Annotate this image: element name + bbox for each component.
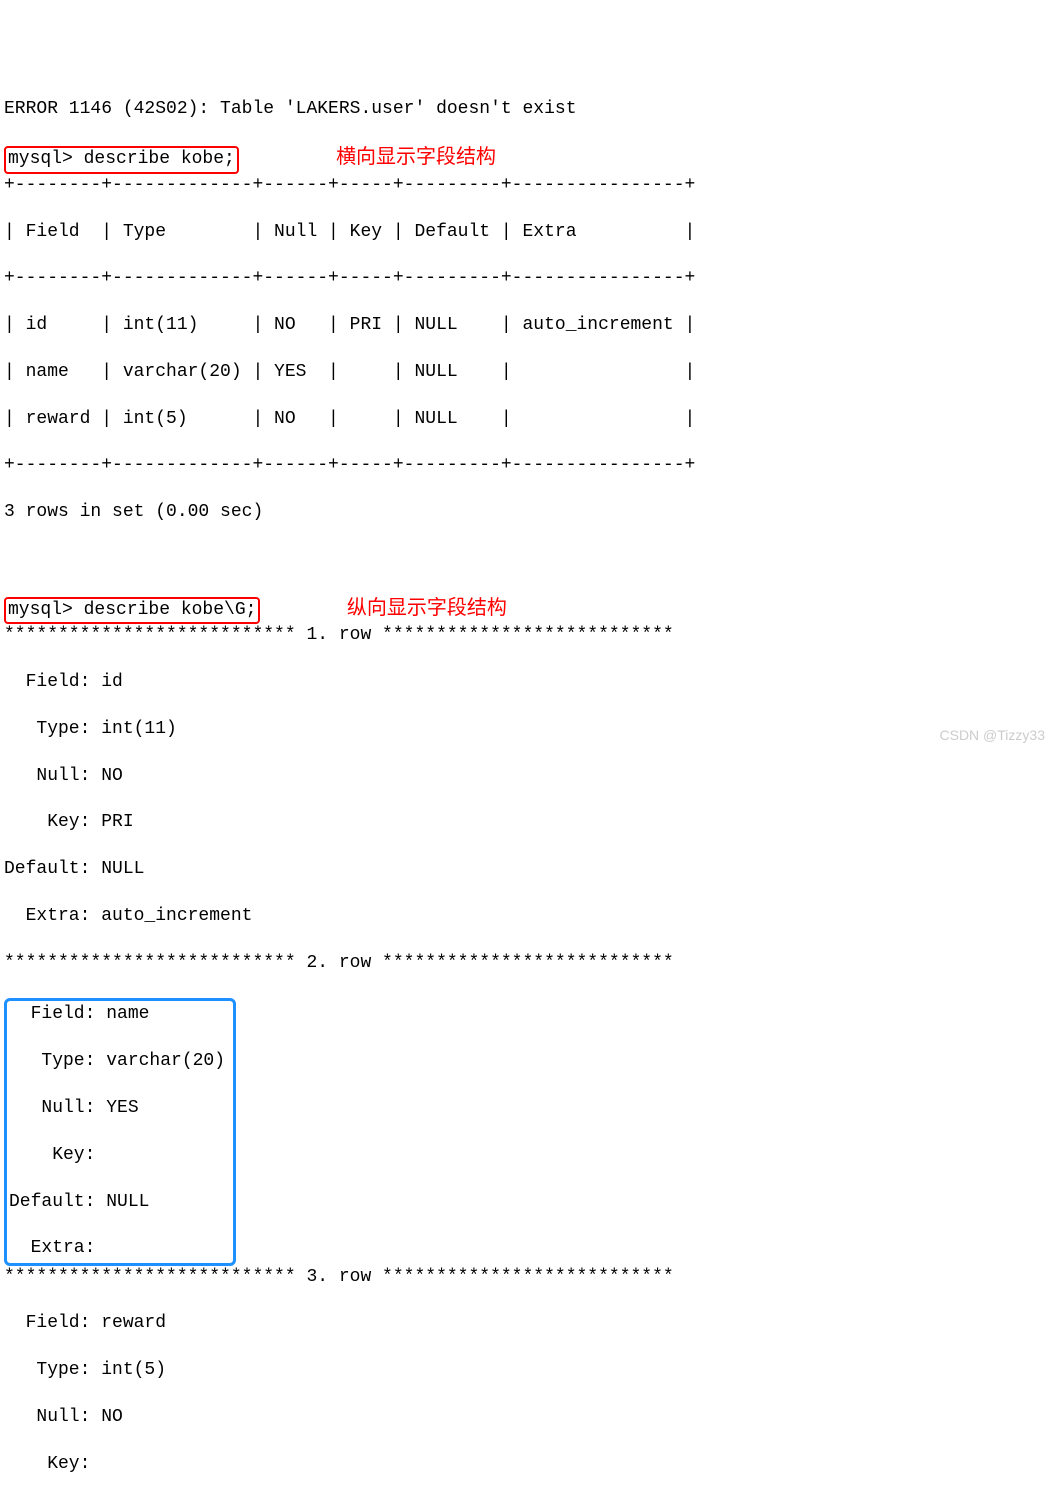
- describe-cmd-vertical: mysql> describe kobe\G;: [4, 597, 260, 624]
- table-row: | id | int(11) | NO | PRI | NULL | auto_…: [4, 314, 1051, 337]
- row2-null: Null: YES: [9, 1097, 225, 1120]
- table-border-bot: +--------+-------------+------+-----+---…: [4, 454, 1051, 477]
- row-separator-1: *************************** 1. row *****…: [4, 624, 1051, 647]
- row1-field: Field: id: [4, 671, 1051, 694]
- describe-cmd-horizontal: mysql> describe kobe;: [4, 146, 239, 173]
- watermark: CSDN @Tizzy33: [940, 726, 1046, 744]
- row1-type: Type: int(11): [4, 718, 1051, 741]
- row2-key: Key:: [9, 1144, 225, 1167]
- row3-null: Null: NO: [4, 1406, 1051, 1429]
- row1-key: Key: PRI: [4, 811, 1051, 834]
- result-count-1: 3 rows in set (0.00 sec): [4, 501, 1051, 524]
- row2-field: Field: name: [9, 1003, 225, 1026]
- row1-extra: Extra: auto_increment: [4, 905, 1051, 928]
- table-header: | Field | Type | Null | Key | Default | …: [4, 221, 1051, 244]
- row1-null: Null: NO: [4, 765, 1051, 788]
- table-border-mid: +--------+-------------+------+-----+---…: [4, 267, 1051, 290]
- annotation-vertical: 纵向显示字段结构: [347, 597, 507, 619]
- row2-type: Type: varchar(20): [9, 1050, 225, 1073]
- annotation-horizontal: 横向显示字段结构: [336, 146, 496, 168]
- row2-default: Default: NULL: [9, 1191, 225, 1214]
- table-row: | name | varchar(20) | YES | | NULL | |: [4, 361, 1051, 384]
- row3-type: Type: int(5): [4, 1359, 1051, 1382]
- row1-default: Default: NULL: [4, 858, 1051, 881]
- row-separator-3: *************************** 3. row *****…: [4, 1266, 1051, 1289]
- row2-highlight-box: Field: name Type: varchar(20) Null: YES …: [4, 998, 236, 1265]
- row-separator-2: *************************** 2. row *****…: [4, 952, 1051, 975]
- error-line: ERROR 1146 (42S02): Table 'LAKERS.user' …: [4, 98, 1051, 121]
- table-border-top: +--------+-------------+------+-----+---…: [4, 174, 1051, 197]
- row3-field: Field: reward: [4, 1312, 1051, 1335]
- table-row: | reward | int(5) | NO | | NULL | |: [4, 408, 1051, 431]
- row2-extra: Extra:: [9, 1237, 225, 1260]
- row3-key: Key:: [4, 1453, 1051, 1476]
